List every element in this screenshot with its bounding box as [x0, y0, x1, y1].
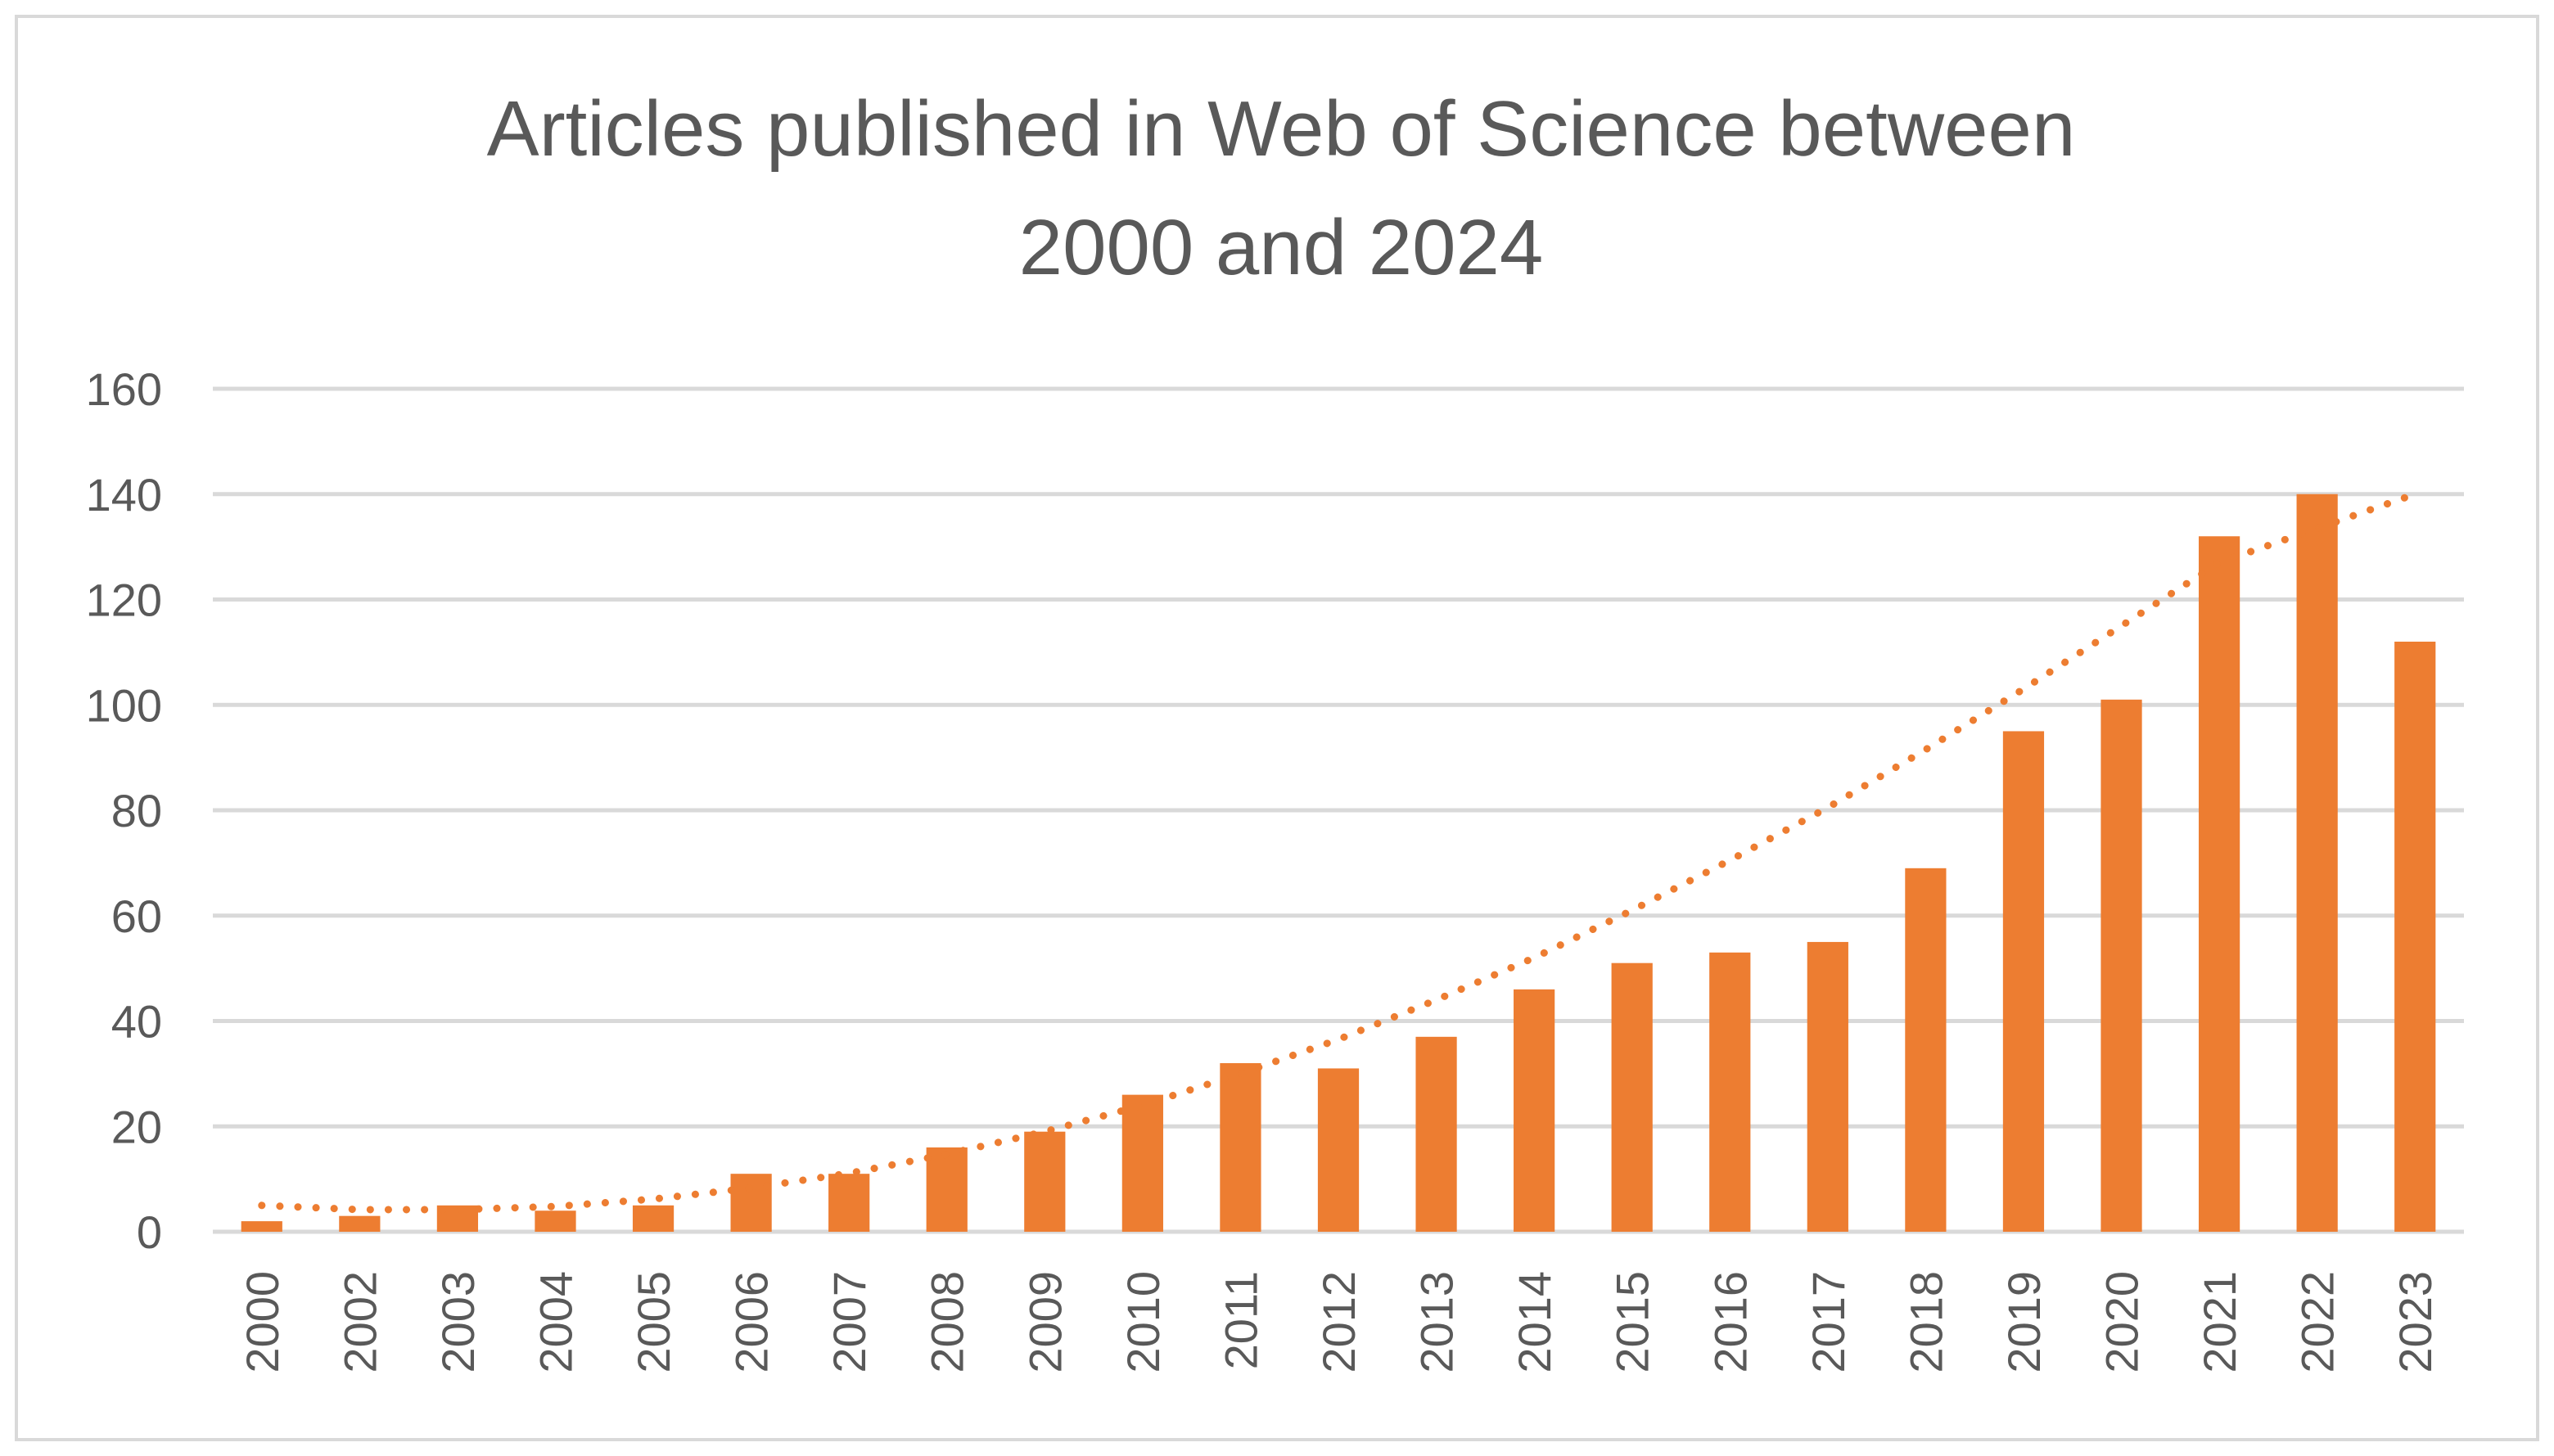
- x-tick-label: 2017: [1803, 1271, 1854, 1373]
- bar-2005: [632, 1205, 675, 1232]
- bar-2017: [1807, 941, 1848, 1232]
- bar-2009: [1024, 1131, 1066, 1232]
- chart-title-line-2: 2000 and 2024: [1019, 204, 1544, 291]
- bar-2016: [1709, 952, 1751, 1232]
- bar-2021: [2198, 536, 2240, 1232]
- chart-title-line-1: Articles published in Web of Science bet…: [487, 85, 2076, 173]
- x-tick-label: 2000: [237, 1271, 288, 1373]
- x-tick-label: 2014: [1509, 1271, 1560, 1373]
- x-tick-label: 2005: [628, 1271, 679, 1373]
- y-tick-label: 60: [111, 890, 162, 942]
- bar-2023: [2394, 642, 2436, 1232]
- gridlines: [213, 386, 2464, 1234]
- x-tick-label: 2015: [1607, 1271, 1658, 1373]
- x-tick-label: 2010: [1117, 1271, 1169, 1373]
- y-tick-label: 80: [111, 785, 162, 836]
- trendline: [258, 490, 2419, 1214]
- bar-2008: [926, 1147, 968, 1232]
- x-tick-label: 2007: [824, 1271, 875, 1373]
- bars: [241, 494, 2436, 1232]
- y-tick-label: 40: [111, 996, 162, 1048]
- bar-2002: [339, 1215, 381, 1232]
- bar-2022: [2296, 494, 2338, 1232]
- x-tick-label: 2023: [2389, 1271, 2441, 1373]
- y-tick-label: 140: [86, 469, 162, 521]
- bar-2020: [2101, 699, 2142, 1232]
- bar-2011: [1220, 1063, 1261, 1232]
- x-tick-label: 2004: [530, 1271, 581, 1373]
- y-tick-label: 100: [86, 679, 162, 731]
- bar-2018: [1905, 868, 1947, 1232]
- bar-2015: [1611, 962, 1653, 1232]
- trendline-path: [258, 490, 2419, 1214]
- x-tick-label: 2021: [2194, 1271, 2245, 1373]
- bar-2012: [1317, 1068, 1360, 1232]
- x-tick-label: 2002: [334, 1271, 386, 1373]
- y-tick-label: 0: [137, 1206, 162, 1258]
- x-tick-label: 2009: [1019, 1271, 1071, 1373]
- bar-2014: [1514, 989, 1555, 1232]
- bar-2013: [1415, 1036, 1457, 1232]
- bar-2010: [1121, 1094, 1163, 1232]
- x-tick-label: 2013: [1411, 1271, 1463, 1373]
- x-tick-label: 2019: [1998, 1271, 2050, 1373]
- y-tick-label: 160: [86, 363, 162, 415]
- x-tick-label: 2008: [922, 1271, 973, 1373]
- x-tick-label: 2022: [2292, 1271, 2344, 1373]
- bar-2019: [2002, 731, 2045, 1232]
- x-tick-label: 2003: [432, 1271, 484, 1373]
- x-tick-label: 2016: [1704, 1271, 1756, 1373]
- x-tick-label: 2020: [2096, 1271, 2148, 1373]
- x-tick-label: 2006: [726, 1271, 778, 1373]
- y-tick-label: 20: [111, 1101, 162, 1152]
- x-tick-label: 2011: [1215, 1271, 1266, 1369]
- y-axis-ticks: 0 20 40 60 80 100 120 140 160: [86, 363, 162, 1258]
- bar-2007: [828, 1174, 870, 1232]
- x-tick-label: 2012: [1313, 1271, 1365, 1373]
- x-tick-label: 2018: [1900, 1271, 1952, 1373]
- x-axis-ticks: 2000 2002 2003 2004 2005 2006 2007 2008 2009 2010…: [237, 1271, 2441, 1373]
- bar-2004: [535, 1210, 576, 1232]
- y-tick-label: 120: [86, 575, 162, 626]
- bar-2000: [241, 1221, 282, 1232]
